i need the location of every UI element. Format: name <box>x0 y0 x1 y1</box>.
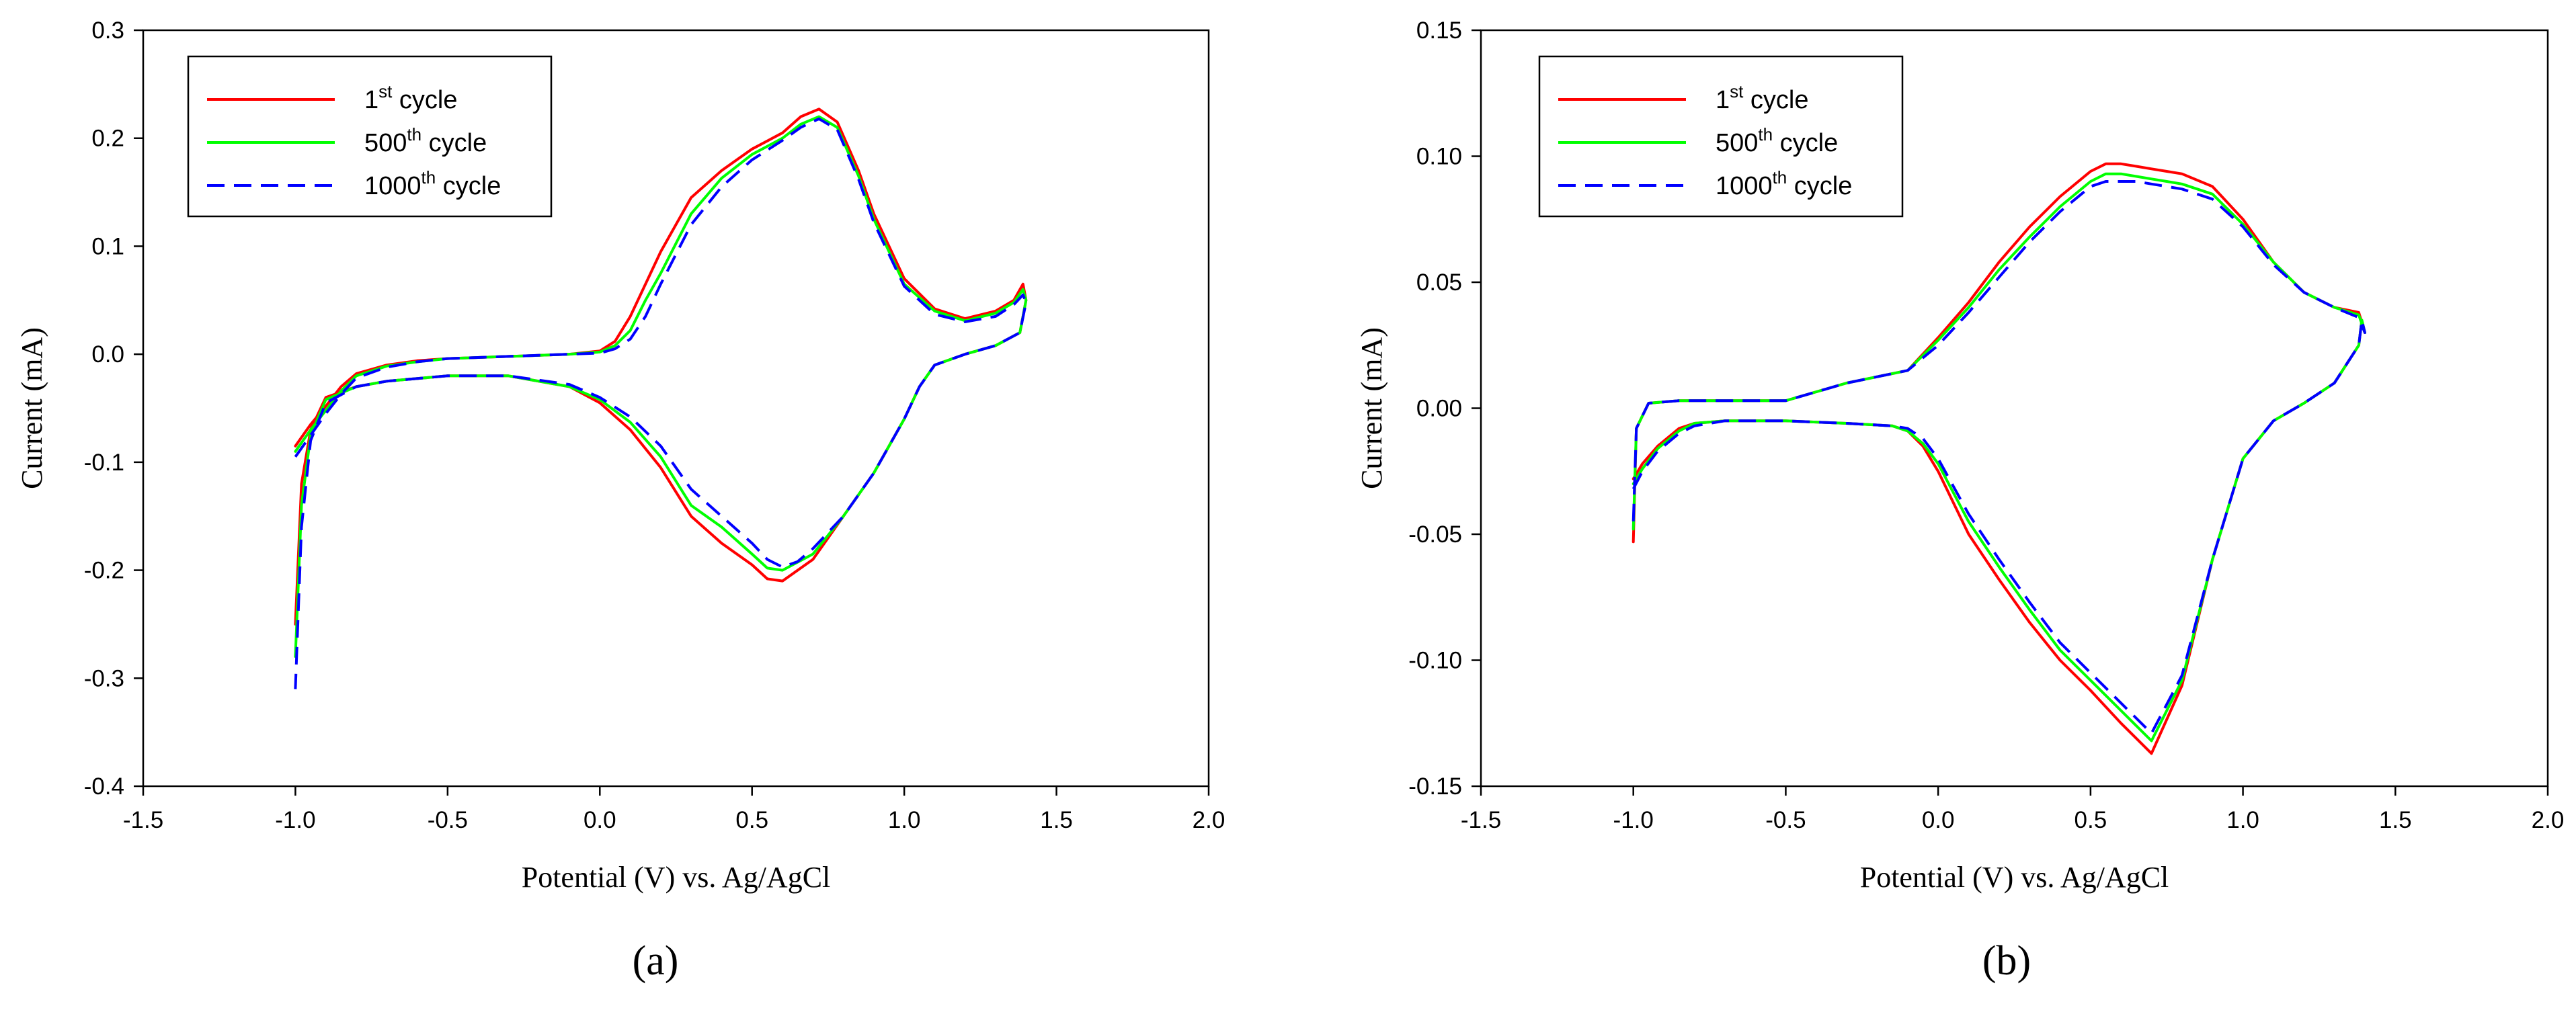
series-line-1000th-cycle <box>294 117 1028 689</box>
x-tick-label: 0.0 <box>1922 807 1955 833</box>
legend-label-rest: cycle <box>1743 86 1808 114</box>
series-group <box>1632 162 2366 755</box>
chart-panel-b: -1.5 -1.0 -0.5 0.0 0.5 1.0 1.5 2.0 -0.15 -0.10 -0.… <box>1355 17 2564 984</box>
y-tick-label: 0.10 <box>1416 144 1462 170</box>
legend-label-sup: th <box>421 167 436 187</box>
legend-label: 500th cycle <box>364 124 487 157</box>
y-tick-label: -0.10 <box>1408 648 1462 674</box>
y-tick-label: -0.15 <box>1408 773 1462 800</box>
y-axis-title: Current (mA) <box>15 327 48 489</box>
series-line-500th-cycle <box>1632 172 2366 743</box>
legend-label-base: 500 <box>364 129 407 157</box>
y-tick-label: 0.3 <box>91 17 124 44</box>
legend-label-sup: st <box>1730 81 1744 101</box>
legend-label-base: 1 <box>1716 86 1730 114</box>
legend-label-base: 1000 <box>364 172 421 200</box>
x-tick-label: -1.5 <box>123 807 163 833</box>
legend-label-rest: cycle <box>392 86 457 114</box>
legend-label: 1st cycle <box>364 81 458 114</box>
y-tick-label: -0.3 <box>84 665 124 691</box>
legend-box <box>1538 55 1904 218</box>
y-tick-label: 0.00 <box>1416 396 1462 422</box>
panel-label: (b) <box>1982 938 2031 984</box>
legend-label-sup: th <box>1758 124 1773 144</box>
legend-label: 1000th cycle <box>364 167 501 200</box>
x-tick-label: 1.5 <box>2379 807 2412 833</box>
chart-panel-a: -1.5 -1.0 -0.5 0.0 0.5 1.0 1.5 2.0 -0.4 -0.3 -0.2 -… <box>15 17 1225 984</box>
x-tick-label: -1.5 <box>1461 807 1501 833</box>
legend-box <box>187 55 553 218</box>
y-tick-label: 0.0 <box>91 341 124 368</box>
x-tick-label: 2.0 <box>2532 807 2565 833</box>
y-tick-label: 0.05 <box>1416 269 1462 296</box>
y-tick-label: -0.05 <box>1408 521 1462 548</box>
x-tick-label: 2.0 <box>1193 807 1225 833</box>
legend-label-rest: cycle <box>436 172 501 200</box>
legend-label: 500th cycle <box>1716 124 1838 157</box>
legend-label-sup: st <box>378 81 393 101</box>
legend-label-base: 1 <box>364 86 378 114</box>
legend-label-sup: th <box>1773 167 1787 187</box>
y-tick-label: -0.4 <box>84 773 124 800</box>
x-tick-label: -1.0 <box>275 807 315 833</box>
series-group <box>294 108 1028 689</box>
legend-label-rest: cycle <box>1773 129 1838 157</box>
legend-label-rest: cycle <box>421 129 487 157</box>
x-tick-label: 0.5 <box>2075 807 2107 833</box>
y-tick-label: 0.1 <box>91 233 124 259</box>
x-tick-label: -0.5 <box>428 807 468 833</box>
panel-label: (a) <box>633 938 679 984</box>
legend-label-sup: th <box>407 124 421 144</box>
x-tick-label: 1.0 <box>888 807 921 833</box>
x-tick-label: 1.5 <box>1040 807 1073 833</box>
x-tick-label: 1.0 <box>2226 807 2259 833</box>
y-tick-label: -0.1 <box>84 450 124 476</box>
y-tick-label: 0.2 <box>91 126 124 152</box>
series-line-1st-cycle <box>1632 162 2366 755</box>
x-tick-label: -1.0 <box>1613 807 1654 833</box>
x-axis-title: Potential (V) vs. Ag/AgCl <box>1860 861 2169 894</box>
legend-label-base: 1000 <box>1716 172 1773 200</box>
plot-frame <box>142 29 1210 788</box>
x-axis-title: Potential (V) vs. Ag/AgCl <box>522 861 831 894</box>
y-axis-title: Current (mA) <box>1355 327 1388 489</box>
series-line-1000th-cycle <box>1632 180 2366 735</box>
legend-label: 1st cycle <box>1716 81 1809 114</box>
legend-label-base: 500 <box>1716 129 1758 157</box>
legend-label-rest: cycle <box>1787 172 1852 200</box>
x-tick-label: 0.5 <box>735 807 768 833</box>
x-tick-label: -0.5 <box>1765 807 1806 833</box>
x-tick-label: 0.0 <box>583 807 616 833</box>
legend-label: 1000th cycle <box>1716 167 1852 200</box>
y-tick-label: 0.15 <box>1416 17 1462 44</box>
y-tick-label: -0.2 <box>84 558 124 584</box>
